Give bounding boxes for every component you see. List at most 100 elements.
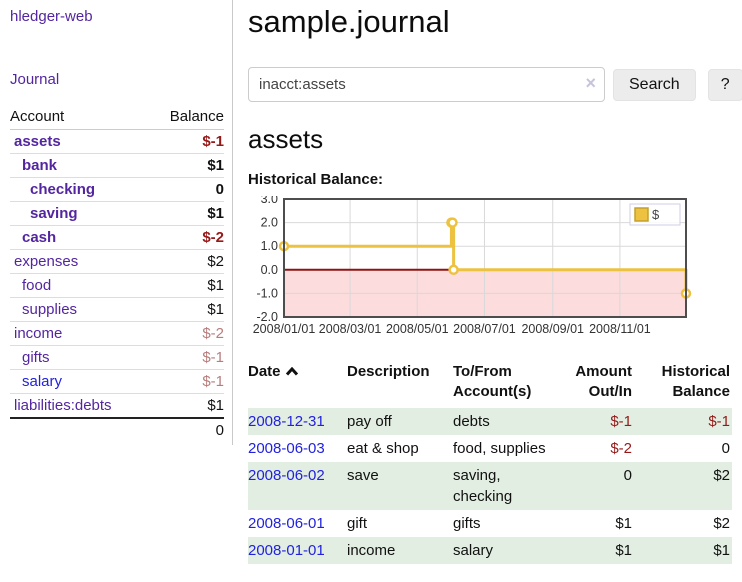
svg-text:$: $ xyxy=(652,207,660,222)
account-row: expenses $2 xyxy=(10,249,224,274)
account-balance: $-1 xyxy=(149,369,224,394)
account-row: bank $1 xyxy=(10,153,224,178)
svg-text:2008/03/01: 2008/03/01 xyxy=(319,322,382,336)
transaction-date-link[interactable]: 2008-01-01 xyxy=(248,542,325,559)
transaction-date-link[interactable]: 2008-06-03 xyxy=(248,440,325,457)
svg-text:2008/05/01: 2008/05/01 xyxy=(386,322,449,336)
account-link[interactable]: supplies xyxy=(22,301,78,318)
sidebar-item-journal[interactable]: Journal xyxy=(10,71,60,88)
svg-text:3.0: 3.0 xyxy=(261,196,278,206)
svg-text:2008/11/01: 2008/11/01 xyxy=(589,322,651,336)
transaction-balance: $1 xyxy=(640,537,732,564)
account-balance: $1 xyxy=(149,273,224,298)
account-heading: assets xyxy=(248,124,324,154)
svg-text:2008/09/01: 2008/09/01 xyxy=(521,322,584,336)
sidebar: hledger-web Journal Account Balance asse… xyxy=(0,0,233,445)
account-link[interactable]: assets xyxy=(14,133,61,150)
search-form: × Search ? xyxy=(248,67,742,102)
transaction-row: 2008-01-01 income salary $1 $1 xyxy=(248,537,732,564)
accounts-table: Account Balance assets $-1 bank $1 checking 0… xyxy=(10,106,224,442)
tx-header-description: Description xyxy=(347,363,430,380)
transaction-balance: $2 xyxy=(713,515,730,532)
svg-text:2008/07/01: 2008/07/01 xyxy=(453,322,516,336)
accounts-total-value: 0 xyxy=(149,417,224,442)
account-balance: $1 xyxy=(149,393,224,419)
transaction-row: 2008-12-31 pay off debts $-1 $-1 xyxy=(248,408,732,435)
search-button[interactable]: Search xyxy=(613,68,696,101)
tx-header-balance: Historical Balance xyxy=(661,363,730,400)
account-balance: $1 xyxy=(149,153,224,178)
account-row: gifts $-1 xyxy=(10,345,224,370)
transaction-amount: $-1 xyxy=(563,408,640,435)
transaction-description: eat & shop xyxy=(347,440,419,457)
account-balance: $-1 xyxy=(149,129,224,154)
search-input[interactable] xyxy=(248,67,605,102)
account-row: supplies $1 xyxy=(10,297,224,322)
search-help-button[interactable]: ? xyxy=(707,68,742,101)
transaction-amount: $1 xyxy=(563,537,640,564)
transaction-row: 2008-06-01 gift gifts $1 $2 xyxy=(248,510,732,537)
app-title-link[interactable]: hledger-web xyxy=(10,8,93,25)
accounts-total-row: 0 xyxy=(10,417,224,442)
account-row: salary $-1 xyxy=(10,369,224,394)
transaction-amount: $-2 xyxy=(610,440,632,457)
account-balance: $1 xyxy=(149,297,224,322)
account-row: cash $-2 xyxy=(10,225,224,250)
svg-text:0.0: 0.0 xyxy=(261,263,278,277)
sidebar-nav: Journal xyxy=(10,71,224,88)
clear-search-icon[interactable]: × xyxy=(585,73,596,93)
transaction-row: 2008-06-02 save saving, checking 0 $2 xyxy=(248,462,732,510)
search-input-wrap: × xyxy=(248,67,605,102)
transaction-accounts: food, supplies xyxy=(453,440,546,457)
app-title: hledger-web xyxy=(10,8,224,25)
account-link[interactable]: food xyxy=(22,277,52,294)
page: hledger-web Journal Account Balance asse… xyxy=(0,0,742,564)
account-link[interactable]: saving xyxy=(30,205,78,222)
page-title: sample.journal xyxy=(248,4,450,39)
svg-text:2.0: 2.0 xyxy=(261,216,278,230)
svg-text:-1.0: -1.0 xyxy=(256,286,278,300)
transaction-description: gift xyxy=(347,515,368,532)
transaction-date-link[interactable]: 2008-06-01 xyxy=(248,515,325,532)
account-row: assets $-1 xyxy=(10,129,224,154)
accounts-header-account: Account xyxy=(10,106,150,130)
account-balance: $-1 xyxy=(149,345,224,370)
transaction-balance: $2 xyxy=(640,462,732,510)
transaction-description: save xyxy=(347,462,453,510)
account-balance: 0 xyxy=(149,177,224,202)
account-link[interactable]: expenses xyxy=(14,253,79,270)
transactions-table: Date Description To/From Account(s) Amou… xyxy=(248,360,732,564)
account-row: checking 0 xyxy=(10,177,224,202)
tx-header-date-label: Date xyxy=(248,363,281,380)
transaction-description: pay off xyxy=(347,408,453,435)
transaction-amount: $1 xyxy=(615,515,632,532)
account-link[interactable]: income xyxy=(14,325,63,342)
transaction-accounts: saving, checking xyxy=(453,462,563,510)
account-balance: $1 xyxy=(149,201,224,226)
account-link[interactable]: cash xyxy=(22,229,57,246)
transaction-accounts: gifts xyxy=(453,515,481,532)
svg-text:2008/01/01: 2008/01/01 xyxy=(253,322,316,336)
account-link[interactable]: bank xyxy=(22,157,58,174)
account-balance: $-2 xyxy=(149,321,224,346)
chart-label: Historical Balance: xyxy=(248,171,384,188)
sort-asc-icon xyxy=(285,362,299,382)
account-row: liabilities:debts $1 xyxy=(10,393,224,419)
account-row: income $-2 xyxy=(10,321,224,346)
tx-header-date[interactable]: Date xyxy=(248,360,347,408)
transaction-description: income xyxy=(347,537,453,564)
account-link[interactable]: salary xyxy=(22,373,63,390)
account-link[interactable]: gifts xyxy=(22,349,50,366)
transaction-date-link[interactable]: 2008-06-02 xyxy=(248,467,325,484)
transaction-amount: 0 xyxy=(563,462,640,510)
transaction-balance: $-1 xyxy=(640,408,732,435)
account-row: food $1 xyxy=(10,273,224,298)
account-link[interactable]: checking xyxy=(30,181,96,198)
transaction-accounts: debts xyxy=(453,408,563,435)
tx-header-accounts: To/From Account(s) xyxy=(453,363,532,400)
account-balance: $2 xyxy=(149,249,224,274)
transaction-date-link[interactable]: 2008-12-31 xyxy=(248,413,325,430)
account-link[interactable]: liabilities:debts xyxy=(14,397,112,414)
transaction-balance: 0 xyxy=(721,440,730,457)
